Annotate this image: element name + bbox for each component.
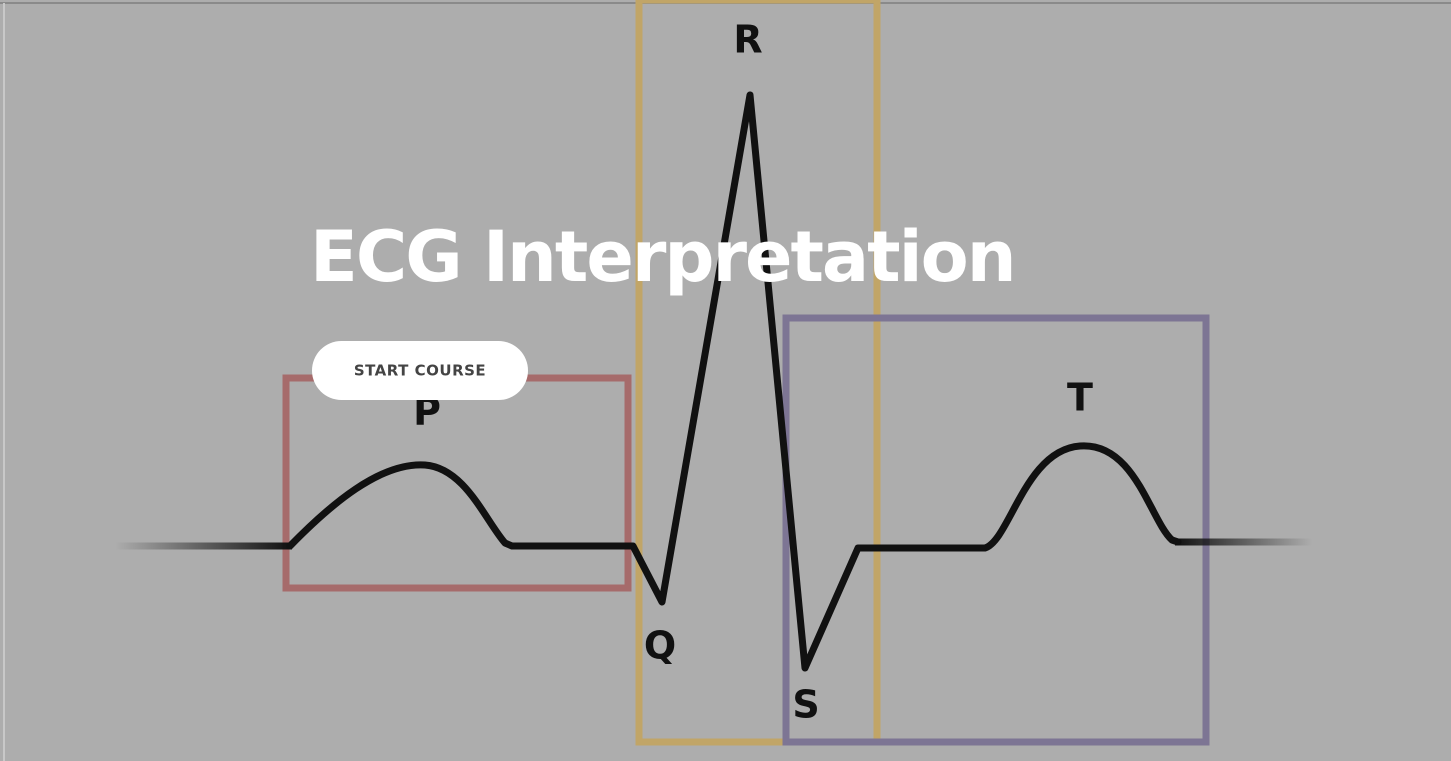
button-label[interactable]: START COURSE xyxy=(354,362,486,380)
start-course-button[interactable]: START COURSE xyxy=(312,341,528,400)
r-label: R xyxy=(733,18,762,62)
q-label: Q xyxy=(644,624,676,668)
s-label: S xyxy=(792,683,819,727)
ecg-trace xyxy=(286,91,1182,672)
button-bg[interactable] xyxy=(312,341,528,400)
t-label: T xyxy=(1067,376,1093,420)
course-title: ECG Interpretation xyxy=(310,216,1015,298)
t-wave-box xyxy=(782,314,1210,746)
qrs-box xyxy=(635,0,881,746)
